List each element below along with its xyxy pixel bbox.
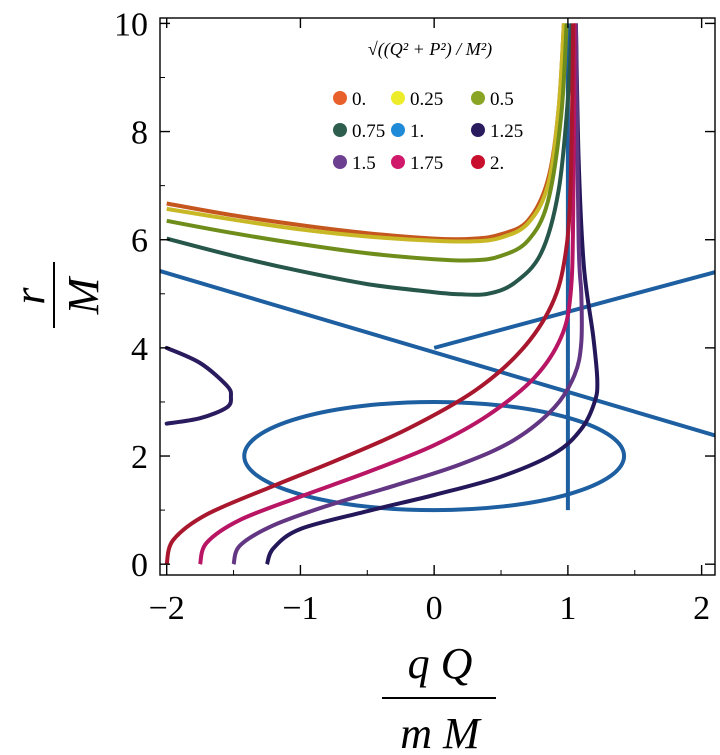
curves-layer xyxy=(160,23,715,565)
y-axis-label: r M xyxy=(5,262,108,328)
series-line-1_75 xyxy=(198,23,577,565)
plot-curves xyxy=(160,23,715,565)
y-tick-label: 2 xyxy=(131,439,148,476)
y-axis-ticks: 0 2 4 6 8 10 xyxy=(114,6,715,584)
legend-entry: 1. xyxy=(391,121,424,142)
legend-label: 0.25 xyxy=(410,89,443,110)
x-tick-label: 1 xyxy=(559,590,576,627)
legend-entry: 0.75 xyxy=(333,121,385,142)
x-axis-label-numerator: q Q xyxy=(408,639,473,688)
legend-swatch xyxy=(391,123,405,137)
series-line-0_75 xyxy=(166,23,574,297)
series-line-0_25 xyxy=(166,23,566,244)
legend-swatch xyxy=(391,155,405,169)
x-axis-label: q Q m M xyxy=(382,639,496,755)
legend-entries: 0. 0.25 0.5 0.75 1. 1.25 1.5 1.75 2. xyxy=(333,89,523,174)
legend-entry: 0. xyxy=(333,89,366,110)
legend-title: √((Q² + P²) / M²) xyxy=(368,39,492,60)
legend-swatch xyxy=(333,155,347,169)
legend-entry: 1.75 xyxy=(391,153,443,174)
x-tick-label: −1 xyxy=(282,590,318,627)
x-axis-ticks: −2 −1 0 1 2 xyxy=(149,18,710,627)
reference-curve-ellipse-3 xyxy=(242,399,627,513)
legend-swatch xyxy=(333,91,347,105)
legend-label: 2. xyxy=(490,153,504,174)
legend-label: 0.75 xyxy=(352,121,385,142)
legend-entry: 0.25 xyxy=(391,89,443,110)
y-tick-label: 6 xyxy=(131,223,148,260)
y-tick-label: 0 xyxy=(131,547,148,584)
legend-entry: 1.25 xyxy=(471,121,523,142)
plot-frame xyxy=(159,17,716,576)
legend-entry: 2. xyxy=(471,153,504,174)
legend-entry: 1.5 xyxy=(333,153,376,174)
legend: √((Q² + P²) / M²) 0. 0.25 0.5 0.75 1. 1.25 1.5… xyxy=(333,39,523,174)
legend-label: 1.5 xyxy=(352,153,376,174)
y-tick-label: 10 xyxy=(114,6,148,43)
y-axis-label-denominator: M xyxy=(59,275,108,315)
legend-swatch xyxy=(471,91,485,105)
reference-curve-line-0 xyxy=(160,269,715,438)
x-tick-label: −2 xyxy=(149,590,185,627)
series-line-1_5 xyxy=(231,23,584,565)
series-line-1_25 xyxy=(265,23,600,565)
legend-swatch xyxy=(333,123,347,137)
series-line-0_5 xyxy=(166,23,569,263)
legend-swatch xyxy=(391,91,405,105)
legend-label: 1. xyxy=(410,121,424,142)
y-tick-label: 4 xyxy=(131,331,148,368)
x-tick-label: 2 xyxy=(693,590,710,627)
legend-label: 0.5 xyxy=(490,89,514,110)
legend-label: 1.25 xyxy=(490,121,523,142)
y-tick-label: 8 xyxy=(131,115,148,152)
x-axis-label-denominator: m M xyxy=(400,709,482,755)
legend-label: 1.75 xyxy=(410,153,443,174)
reference-curve-arc-4 xyxy=(164,345,233,426)
legend-swatch xyxy=(471,123,485,137)
series-line-2_ xyxy=(164,23,576,565)
legend-label: 0. xyxy=(352,89,366,110)
x-tick-label: 0 xyxy=(426,590,443,627)
y-axis-label-numerator: r xyxy=(5,287,54,305)
legend-swatch xyxy=(471,155,485,169)
reference-curve-line-1 xyxy=(433,270,715,350)
legend-entry: 0.5 xyxy=(471,89,514,110)
